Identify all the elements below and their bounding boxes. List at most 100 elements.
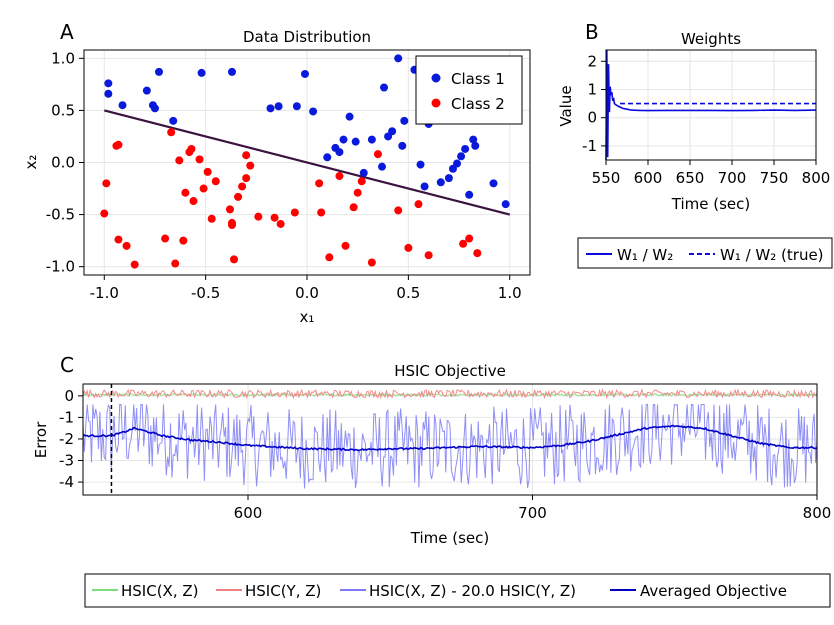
class-1-point [104, 79, 113, 88]
decision-boundary-line [103, 109, 511, 216]
class-2-point [181, 188, 190, 197]
weights-x-tick-label: 800 [802, 169, 831, 187]
averaged-objective-line [82, 424, 818, 452]
class-1-point [378, 162, 387, 171]
legend-label-class-1: Class 1 [451, 70, 505, 88]
class-1-point [400, 116, 409, 125]
weights-x-tick-label: 600 [634, 169, 663, 187]
class-1-point [118, 101, 127, 110]
class-1-point [465, 190, 474, 199]
class-1-point [300, 69, 309, 78]
scatter-legend-box [415, 55, 523, 125]
weights-x-tick-label: 550 [592, 169, 621, 187]
class-1-point [169, 116, 178, 125]
class-2-point [394, 206, 403, 215]
class-2-point [246, 161, 255, 170]
scatter-x-tick-label: 1.0 [498, 284, 522, 302]
class-1-point [388, 127, 397, 136]
class-1-point [227, 67, 236, 76]
scatter-x-tick-label: -1.0 [90, 284, 119, 302]
class-2-point [242, 151, 251, 160]
class-1-point [351, 137, 360, 146]
class-2-point [325, 253, 334, 262]
class-2-point [175, 156, 184, 165]
class-2-point [179, 236, 188, 245]
scatter-y-label: x₂ [22, 155, 40, 170]
class-2-point [315, 179, 324, 188]
legend-label-averaged-objective: Averaged Objective [640, 582, 787, 600]
weights-x-tick-label: 700 [718, 169, 747, 187]
scatter-title: Data Distribution [243, 28, 371, 46]
weights-x-label: Time (sec) [671, 195, 750, 213]
scatter-x-tick-label: 0.5 [396, 284, 420, 302]
class-2-point [317, 208, 326, 217]
class-1-point [197, 68, 206, 77]
weights-legend: W₁ / W₂ W₁ / W₂ (true) [577, 237, 833, 269]
weights-y-label: Value [557, 85, 575, 126]
scatter-y-tick-label: 0.5 [51, 101, 75, 119]
class-2-point [161, 234, 170, 243]
hsic-x-tick-label: 600 [234, 504, 263, 522]
weights-gridlines [605, 50, 817, 160]
scatter-legend: Class 1 Class 2 [415, 55, 523, 125]
class-1-point [398, 141, 407, 150]
class-1-point [380, 83, 389, 92]
class-2-point [171, 259, 180, 268]
weights-y-tick-label: 2 [587, 52, 597, 70]
hsic-title: HSIC Objective [394, 362, 506, 380]
class-2-point [404, 243, 413, 252]
hsic-y-label: Error [32, 421, 50, 458]
class-2-point [341, 241, 350, 250]
class-1-point [142, 86, 151, 95]
class-2-point [254, 212, 263, 221]
weights-x-tick-label: 750 [760, 169, 789, 187]
class-1-point [416, 160, 425, 169]
class-2-point [195, 155, 204, 164]
legend-label-w-ratio-true: W₁ / W₂ (true) [720, 246, 824, 264]
class-2-point [238, 182, 247, 191]
weights-ticks: 550 600 650 700 750 800 -1 0 1 2 [582, 52, 830, 187]
class-1-point [339, 135, 348, 144]
weights-y-tick-label: 0 [587, 109, 597, 127]
legend-label-w-ratio: W₁ / W₂ [617, 246, 673, 264]
class-1-point [266, 104, 275, 113]
hsic-y-tick-label: -1 [59, 408, 74, 426]
hsic-y-tick-label: 0 [64, 387, 74, 405]
class-2-point [227, 221, 236, 229]
scatter-chart: -1.0 -0.5 0.0 0.5 1.0 -1.0 -0.5 0.0 0.5 1.0 Data … [22, 28, 531, 326]
class-1-point [150, 104, 159, 113]
weights-y-tick-label: -1 [582, 137, 597, 155]
class-2-point [225, 205, 234, 214]
hsic-y-tick-label: -4 [59, 473, 74, 491]
class-2-point [167, 128, 176, 137]
panel-label-a: A [60, 20, 74, 44]
class-2-point [353, 188, 362, 197]
scatter-x-label: x₁ [300, 308, 315, 326]
scatter-y-tick-label: -0.5 [46, 206, 75, 224]
legend-marker-class-2 [431, 98, 441, 108]
legend-label-hsic-combined: HSIC(X, Z) - 20.0 HSIC(Y, Z) [369, 582, 576, 600]
class-2-point [207, 214, 216, 223]
class-1-point [292, 102, 301, 111]
class-1-point [420, 182, 429, 191]
hsic-legend-box [84, 573, 831, 608]
class-2-point [234, 192, 243, 201]
class-2-point [373, 150, 382, 159]
hsic-chart: 600 700 800 0 -1 -2 -3 -4 HSIC Objective Time (… [32, 362, 831, 608]
class-2-point [270, 213, 279, 222]
hsic-ticks: 600 700 800 0 -1 -2 -3 -4 [59, 387, 831, 522]
class-2-point [424, 251, 433, 260]
class-2-point [114, 140, 123, 149]
weights-x-tick-label: 650 [676, 169, 705, 187]
class-2-point [290, 208, 299, 217]
class-2-point [122, 241, 131, 250]
decision-boundary-group [103, 109, 511, 216]
class-1-point [367, 135, 376, 144]
class-2-point [357, 177, 366, 186]
weights-plot-frame [605, 49, 817, 161]
scatter-x-tick-label: -0.5 [191, 284, 220, 302]
legend-label-hsic-yz: HSIC(Y, Z) [245, 582, 321, 600]
class-2-point [465, 234, 474, 243]
hsic-y-tick-label: -3 [59, 452, 74, 470]
class-1-point [359, 168, 368, 177]
